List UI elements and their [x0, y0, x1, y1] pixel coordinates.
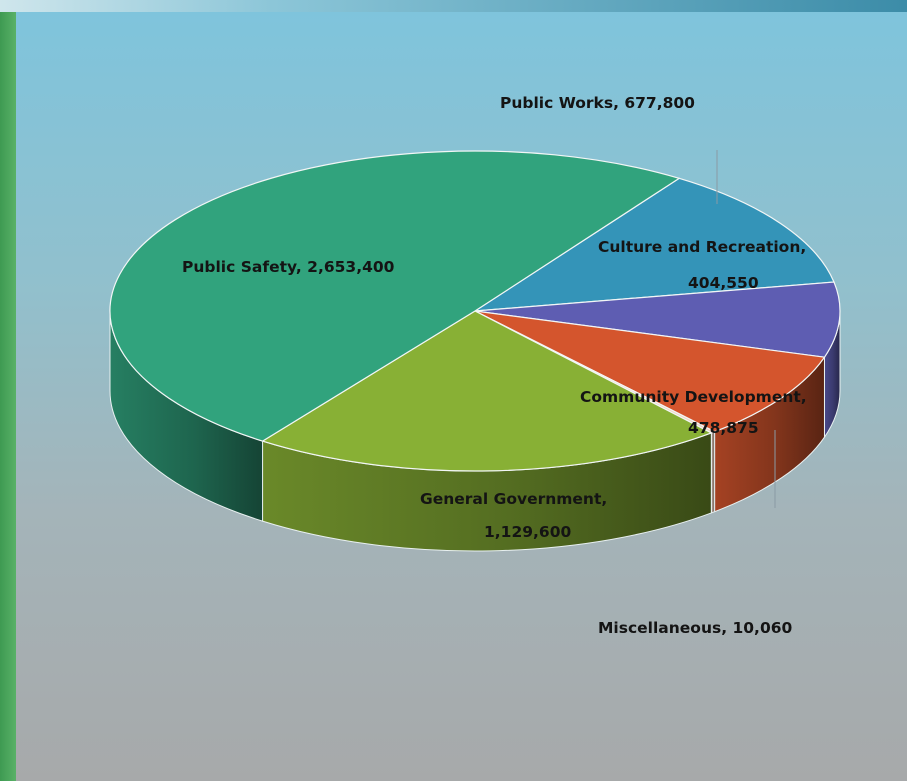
label-general-line1: General Government, [420, 490, 607, 508]
label-culture-line2: 404,550 [688, 274, 759, 292]
pie-sides [109, 310, 841, 552]
pie-slice-culture-and-recreation [474, 281, 841, 358]
pie-slice-general-government [261, 310, 713, 472]
pie-slice-public-safety [109, 150, 681, 442]
label-miscellaneous: Miscellaneous, 10,060 [598, 619, 793, 637]
label-general-line2: 1,129,600 [484, 523, 571, 541]
label-culture-line1: Culture and Recreation, [598, 238, 806, 256]
label-public-safety: Public Safety, 2,653,400 [182, 258, 395, 276]
pie-slice-public-works [474, 177, 835, 312]
label-community-line2: 478,875 [688, 419, 759, 437]
pie-slice-community-development [474, 310, 826, 433]
label-community-line1: Community Development, [580, 388, 807, 406]
data-labels: Public Works, 677,800 Culture and Recrea… [182, 94, 807, 637]
pie-slices [109, 150, 841, 472]
window-top-band [0, 0, 907, 12]
leader-lines [716, 150, 776, 508]
label-public-works: Public Works, 677,800 [500, 94, 695, 112]
